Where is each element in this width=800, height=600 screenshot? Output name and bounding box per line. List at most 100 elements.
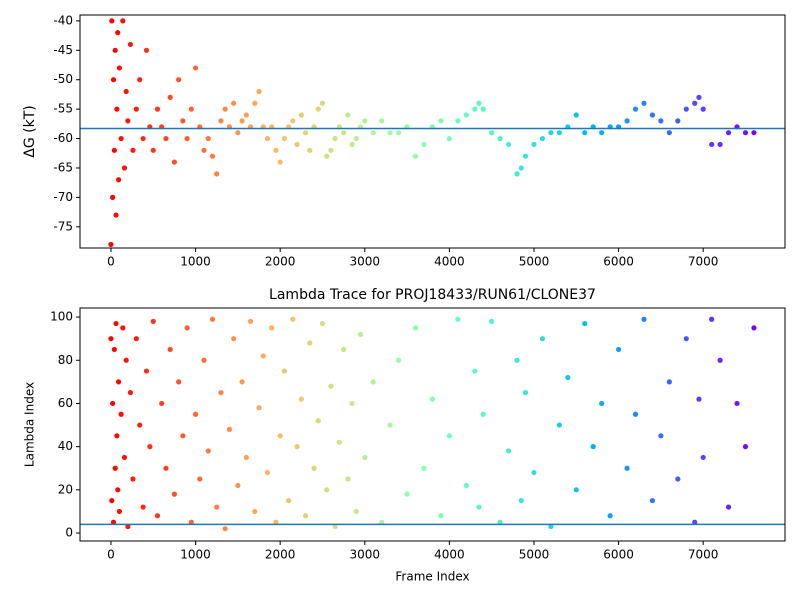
y-tick-label: -60 [53,131,73,145]
point [218,390,224,396]
point [114,106,120,112]
x-tick-label: 0 [107,255,115,269]
point [539,336,546,342]
point [404,491,410,497]
point [222,526,228,532]
point [269,325,275,331]
point [226,426,233,432]
point [480,411,486,417]
point [353,508,359,515]
point [171,159,178,165]
point [548,523,554,530]
point [328,147,334,153]
point [463,112,469,118]
point [243,112,249,118]
point [277,433,283,439]
point [307,340,313,346]
point [455,118,461,124]
point [137,77,143,83]
point [531,141,537,148]
point [446,433,452,439]
point [345,476,351,482]
point [324,487,330,493]
point [201,357,207,363]
point [624,118,630,124]
point [127,41,134,48]
point [522,390,529,396]
point [127,390,134,396]
point [683,336,689,342]
point [290,316,296,322]
x-tick-label: 4000 [434,548,465,562]
chart-title: Lambda Trace for PROJ18433/RUN61/CLONE37 [269,287,596,303]
point [379,519,385,525]
point [412,153,419,159]
point [167,94,173,100]
y-axis-label: ΔG (kT) [22,105,38,157]
x-tick-label: 6000 [603,255,634,269]
point [725,130,732,136]
point [118,411,124,417]
point [717,357,723,363]
y-tick-label: 80 [58,353,73,367]
point [111,147,117,153]
point [514,171,520,177]
x-tick-label: 5000 [519,255,550,269]
point [632,411,639,417]
point [709,316,715,322]
point [214,171,220,177]
point [110,519,117,525]
point [133,336,139,342]
y-tick-label: 60 [58,396,73,410]
point [725,504,732,510]
point [751,325,757,331]
x-tick-label: 1000 [180,548,211,562]
point [281,368,288,374]
point [539,135,546,142]
point [143,368,150,374]
point [302,513,309,519]
point [239,379,245,385]
point [192,411,199,417]
point [247,318,254,324]
point [446,135,452,142]
x-tick-label: 7000 [688,255,719,269]
point [243,454,249,461]
point [649,112,656,118]
point [582,320,588,327]
point [294,141,300,148]
point [231,100,237,106]
point [184,325,190,331]
point [133,106,139,112]
y-tick-label: -50 [53,72,73,86]
point [599,400,605,407]
y-tick-label: 40 [58,439,73,453]
point [315,106,321,112]
point [370,379,376,385]
point [421,141,427,148]
point [675,476,681,482]
point [497,519,503,525]
point [113,212,119,218]
point [341,130,347,136]
point [116,508,123,515]
point [209,153,216,159]
point [281,135,288,142]
point [396,357,402,363]
point [675,118,681,124]
point [260,353,266,359]
point [556,130,562,136]
point [565,374,571,381]
point [328,383,334,389]
point [112,47,118,53]
point [700,454,706,461]
point [111,346,117,353]
point [696,396,702,402]
point [379,118,385,124]
point [294,444,300,450]
point [429,396,436,402]
point [332,523,338,530]
point [125,118,131,124]
point [120,18,126,24]
point [421,465,427,471]
